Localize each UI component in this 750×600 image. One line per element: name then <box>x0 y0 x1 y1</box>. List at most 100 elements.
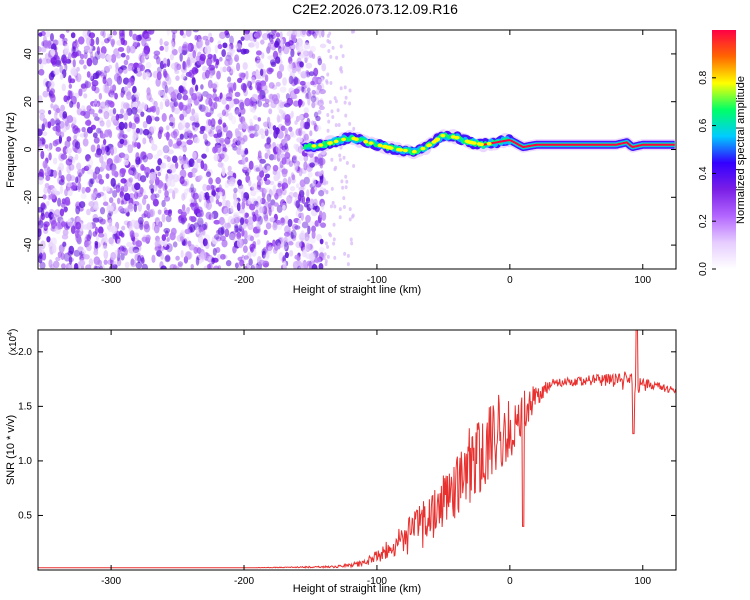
spectrogram-noise-cell <box>192 50 197 59</box>
spectrogram-noise-cell <box>126 91 132 101</box>
spectrogram-noise-cell <box>184 228 191 235</box>
spectrogram-noise-cell <box>108 205 114 212</box>
spectrogram-noise-cell <box>44 183 50 189</box>
spectrogram-noise-cell <box>273 202 279 207</box>
spectrogram-noise-cell <box>120 200 125 205</box>
spectrogram-noise-cell <box>193 136 200 144</box>
spectrogram-noise-cell <box>298 53 304 59</box>
spectrogram-noise-cell <box>133 171 140 180</box>
spectrogram-noise-cell <box>340 179 344 184</box>
spectrogram-noise-cell <box>212 185 217 192</box>
spectrogram-noise-cell <box>141 213 147 219</box>
spectrogram-noise-cell <box>268 127 273 135</box>
spectrogram-noise-cell <box>83 93 88 99</box>
spectrogram-noise-cell <box>84 46 90 51</box>
spectrogram-noise-cell <box>128 170 134 176</box>
spectrogram-noise-cell <box>306 87 311 93</box>
spectrogram-noise-cell <box>192 30 199 33</box>
spectrogram-noise-cell <box>121 225 126 231</box>
spectrogram-noise-cell <box>57 197 62 207</box>
spectrogram-noise-cell <box>234 136 238 143</box>
spectrogram-noise-cell <box>199 226 205 232</box>
spectrogram-noise-cell <box>90 144 96 153</box>
spectrogram-noise-cell <box>162 68 167 78</box>
spectrogram-noise-cell <box>279 63 285 72</box>
spectrogram-noise-cell <box>267 55 274 60</box>
spectrogram-noise-cell <box>267 143 273 150</box>
spectrogram-noise-cell <box>157 189 162 194</box>
spectrogram-track-peak <box>318 143 324 147</box>
spectrogram-noise-cell <box>266 240 270 249</box>
spectrogram-noise-cell <box>185 30 192 37</box>
spectrogram-noise-cell <box>205 211 213 220</box>
spectrogram-noise-cell <box>179 52 183 62</box>
spectrogram-noise-cell <box>187 42 194 52</box>
spectrogram-noise-cell <box>42 252 47 261</box>
spectrogram-noise-cell <box>80 83 87 89</box>
spectrogram-noise-cell <box>106 119 112 128</box>
spectrogram-noise-cell <box>248 42 255 48</box>
spectrogram-noise-cell <box>60 153 68 160</box>
spectrogram-noise-cell <box>154 176 160 186</box>
spectrogram-noise-cell <box>284 143 289 150</box>
spectrogram-noise-cell <box>110 146 115 156</box>
spectrogram-noise-cell <box>40 46 47 53</box>
spectrogram-noise-cell <box>243 48 250 54</box>
spectrogram-noise-cell <box>167 86 175 96</box>
spectrogram-noise-cell <box>249 118 253 125</box>
spectrogram-noise-cell <box>256 221 261 230</box>
spectrogram-noise-cell <box>189 115 196 122</box>
spectrogram-noise-cell <box>143 210 149 218</box>
spectrogram-noise-cell <box>326 244 330 249</box>
spectrogram-noise-cell <box>258 259 266 266</box>
spectrogram-noise-cell <box>70 225 76 235</box>
spectrogram-track-peak <box>333 139 339 144</box>
spectrogram-noise-cell <box>330 109 334 114</box>
spectrogram-noise-cell <box>266 165 271 172</box>
spectrogram-noise-cell <box>293 163 298 172</box>
spectrogram-noise-cell <box>228 86 234 94</box>
spectrogram-noise-cell <box>256 124 260 131</box>
spectrogram-noise-cell <box>229 99 235 108</box>
spectrogram-noise-cell <box>255 81 262 91</box>
spectrogram-noise-cell <box>300 212 305 221</box>
spectrogram-noise-cell <box>251 76 256 84</box>
spectrogram-noise-cell <box>286 97 294 106</box>
spectrogram-noise-cell <box>308 92 313 100</box>
spectrogram-noise-cell <box>59 73 64 80</box>
spectrogram-noise-cell <box>244 171 250 177</box>
spectrogram-noise-cell <box>275 56 281 64</box>
spectrogram-noise-cell <box>104 105 109 112</box>
spectrogram-noise-cell <box>169 164 177 174</box>
spectrogram-noise-cell <box>195 91 202 97</box>
spectrogram-noise-cell <box>196 59 203 66</box>
spectrogram-noise-cell <box>38 128 43 137</box>
spectrogram-noise-cell <box>183 163 189 169</box>
spectrogram-x-axis-label: Height of straight line (km) <box>293 284 421 296</box>
spectrogram-noise-cell <box>258 149 262 158</box>
spectrogram-noise-cell <box>60 104 65 112</box>
spectrogram-noise-cell <box>154 245 161 252</box>
spectrogram-noise-cell <box>253 165 260 173</box>
spectrogram-noise-cell <box>319 210 323 218</box>
spectrogram-noise-cell <box>209 195 215 203</box>
spectrogram-noise-cell <box>142 120 148 129</box>
spectrogram-noise-cell <box>82 224 90 230</box>
spectrogram-noise-cell <box>103 193 107 202</box>
spectrogram-noise-cell <box>243 255 249 260</box>
spectrogram-noise-cell <box>141 37 147 47</box>
spectrogram-noise-cell <box>153 224 160 234</box>
spectrogram-noise-cell <box>326 72 330 77</box>
spectrogram-noise-cell <box>184 251 192 260</box>
spectrogram-noise-cell <box>254 232 260 238</box>
spectrogram-noise-cell <box>211 235 219 245</box>
spectrogram-noise-cell <box>166 237 170 242</box>
spectrogram-noise-cell <box>303 42 311 50</box>
spectrogram-noise-cell <box>103 111 110 120</box>
spectrogram-noise-cell <box>299 80 306 86</box>
spectrogram-noise-cell <box>220 96 227 105</box>
spectrogram-noise-cell <box>294 254 300 260</box>
spectrogram-noise-cell <box>246 234 253 241</box>
spectrogram-noise-cell <box>123 207 129 213</box>
spectrogram-noise-cell <box>38 32 43 37</box>
